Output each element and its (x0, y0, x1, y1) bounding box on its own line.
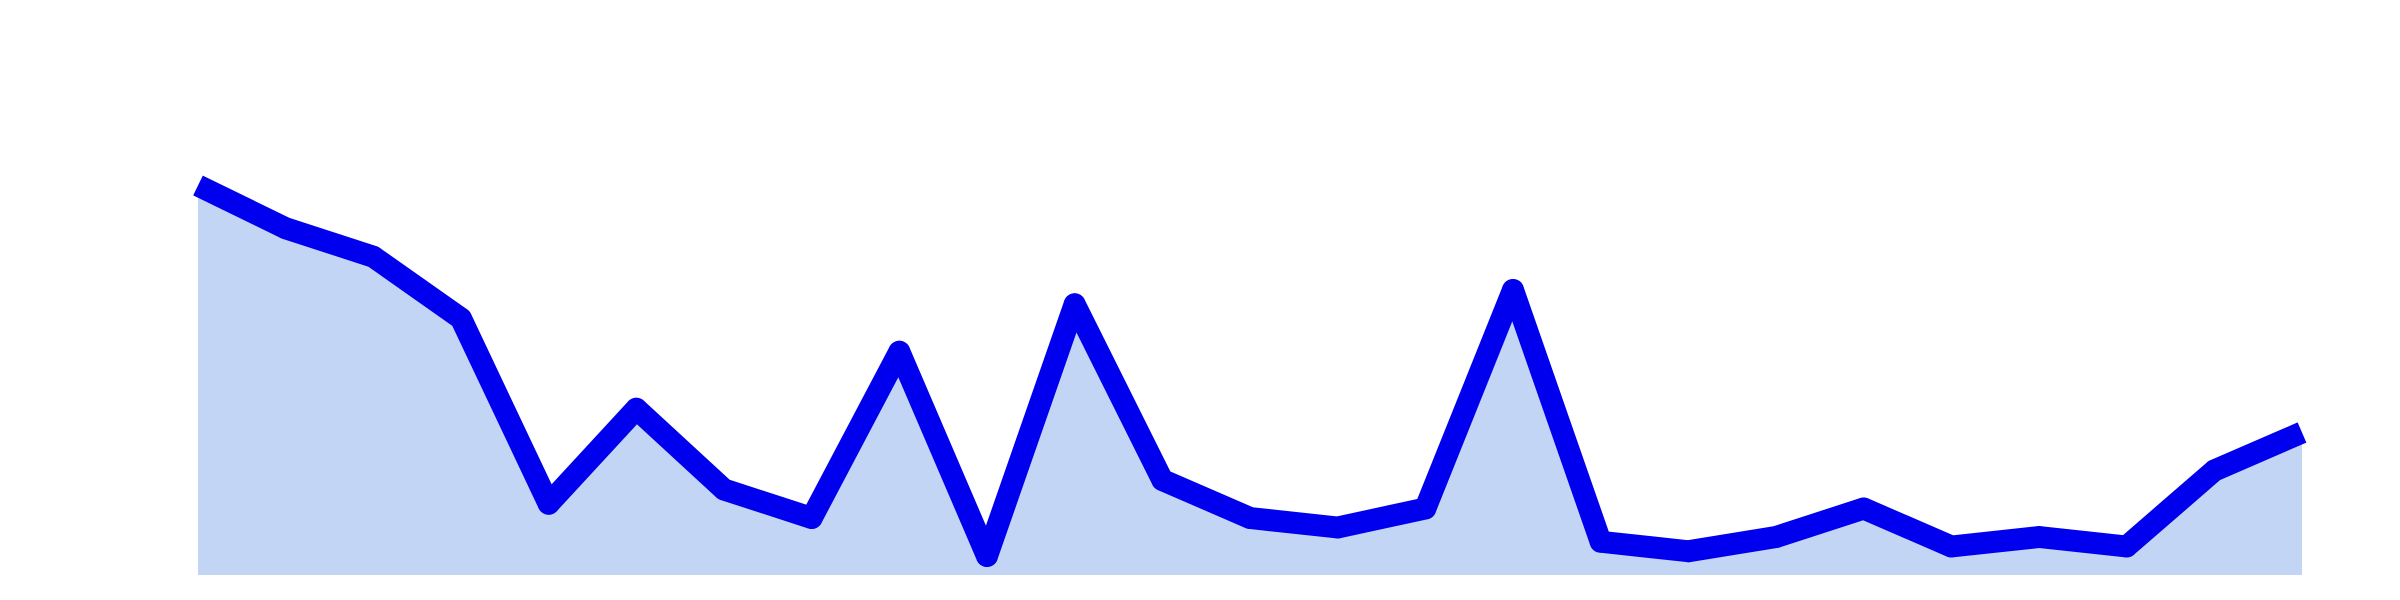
data-point (1326, 516, 1349, 539)
data-point (1502, 279, 1524, 301)
data-point (888, 340, 911, 363)
data-point (450, 307, 472, 330)
data-point (1063, 293, 1086, 316)
data-point (1151, 469, 1174, 491)
data-point (713, 478, 735, 501)
data-point (800, 507, 823, 529)
point-layer (274, 217, 2226, 567)
data-point (1589, 530, 1612, 553)
data-point (1239, 507, 1261, 529)
data-point (1677, 540, 1700, 563)
data-point (537, 492, 560, 515)
data-point (1765, 526, 1787, 548)
data-point (1414, 497, 1437, 520)
data-point (976, 545, 998, 567)
data-point (362, 245, 385, 268)
area-layer (198, 185, 2302, 575)
data-point (2115, 535, 2138, 558)
data-point (625, 397, 648, 420)
data-point (1940, 535, 1963, 558)
data-point (274, 217, 297, 240)
data-point (2203, 459, 2226, 482)
data-point (2028, 526, 2050, 548)
series-area-fill (198, 185, 2302, 575)
data-point (1852, 497, 1875, 520)
